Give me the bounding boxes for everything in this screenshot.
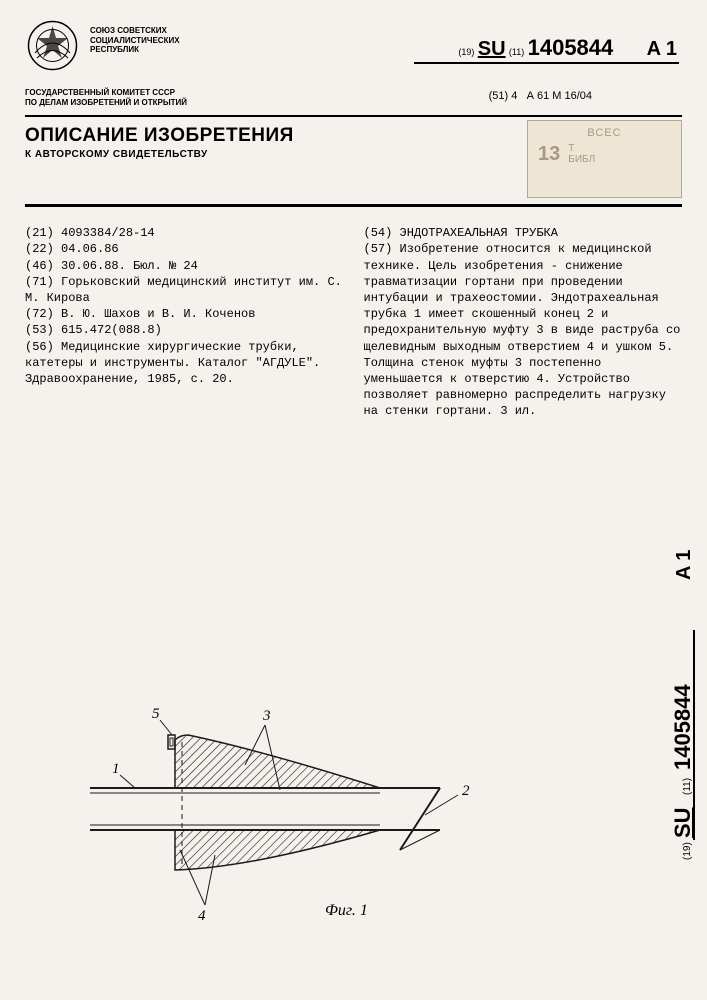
svg-text:A 1: A 1: [673, 550, 695, 580]
republic-line1: СОЮЗ СОВЕТСКИХ: [90, 26, 180, 36]
title-block: ОПИСАНИЕ ИЗОБРЕТЕНИЯ К АВТОРСКОМУ СВИДЕТ…: [25, 125, 682, 198]
main-title: ОПИСАНИЕ ИЗОБРЕТЕНИЯ: [25, 125, 294, 147]
subtitle: К АВТОРСКОМУ СВИДЕТЕЛЬСТВУ: [25, 149, 294, 160]
field-53: (53) 615.472(088.8): [25, 322, 344, 338]
field-57: (57) Изобретение относится к медицинской…: [364, 241, 683, 419]
class-code-value: А 61 М 16/04: [527, 90, 592, 102]
svg-text:(19): (19): [682, 842, 693, 860]
doc-num: 1405844: [528, 35, 614, 60]
field-46: (46) 30.06.88. Бюл. № 24: [25, 258, 344, 274]
library-stamp: ВСЕС 13 Т БИБЛ: [527, 120, 682, 198]
classification-code: (51) 4 А 61 М 16/04: [489, 90, 592, 102]
doc-11: (11): [509, 47, 524, 57]
stamp-number: 13: [538, 143, 560, 166]
stamp-small2: БИБЛ: [568, 154, 595, 165]
republic-label: СОЮЗ СОВЕТСКИХ СОЦИАЛИСТИЧЕСКИХ РЕСПУБЛИ…: [90, 26, 180, 55]
doc-prefix: (19): [458, 47, 474, 57]
fig-label-1: 1: [112, 761, 120, 777]
class-prefix: (51) 4: [489, 90, 518, 102]
title-left: ОПИСАНИЕ ИЗОБРЕТЕНИЯ К АВТОРСКОМУ СВИДЕТ…: [25, 125, 294, 160]
figure-caption: Фиг. 1: [325, 902, 368, 920]
body-columns: (21) 4093384/28-14 (22) 04.06.86 (46) 30…: [25, 225, 682, 419]
doc-suffix: A 1: [647, 38, 677, 60]
left-column: (21) 4093384/28-14 (22) 04.06.86 (46) 30…: [25, 225, 344, 419]
field-72: (72) В. Ю. Шахов и В. И. Коченов: [25, 306, 344, 322]
field-56: (56) Медицинские хирургические трубки, к…: [25, 339, 344, 388]
svg-text:(11): (11): [682, 778, 693, 795]
fig-label-3: 3: [262, 708, 271, 724]
svg-text:1405844: 1405844: [670, 684, 695, 770]
state-emblem-icon: [25, 18, 80, 73]
fig-label-4: 4: [198, 908, 206, 924]
right-column: (54) ЭНДОТРАХЕАЛЬНАЯ ТРУБКА (57) Изобрет…: [364, 225, 683, 419]
patent-page: СОЮЗ СОВЕТСКИХ СОЦИАЛИСТИЧЕСКИХ РЕСПУБЛИ…: [0, 0, 707, 1000]
figure-1: 1 5 3 2 4 Фиг. 1: [80, 680, 500, 930]
stamp-small1: Т: [568, 143, 595, 154]
divider-2: [25, 204, 682, 207]
doc-su: SU: [478, 38, 506, 60]
svg-text:SU: SU: [670, 807, 695, 838]
fig-label-5: 5: [152, 706, 160, 722]
doc-underline: [414, 62, 679, 64]
fig-label-2: 2: [462, 783, 470, 799]
republic-line3: РЕСПУБЛИК: [90, 45, 180, 55]
republic-line2: СОЦИАЛИСТИЧЕСКИХ: [90, 36, 180, 46]
divider-1: [25, 115, 682, 117]
field-22: (22) 04.06.86: [25, 241, 344, 257]
field-71: (71) Горьковский медицинский институт им…: [25, 274, 344, 306]
field-54: (54) ЭНДОТРАХЕАЛЬНАЯ ТРУБКА: [364, 225, 683, 241]
field-21: (21) 4093384/28-14: [25, 225, 344, 241]
document-number: (19) SU (11) 1405844 A 1: [458, 35, 677, 61]
stamp-line1: ВСЕС: [534, 127, 675, 139]
side-doc-number: (19) SU (11) 1405844 A 1: [664, 450, 699, 870]
